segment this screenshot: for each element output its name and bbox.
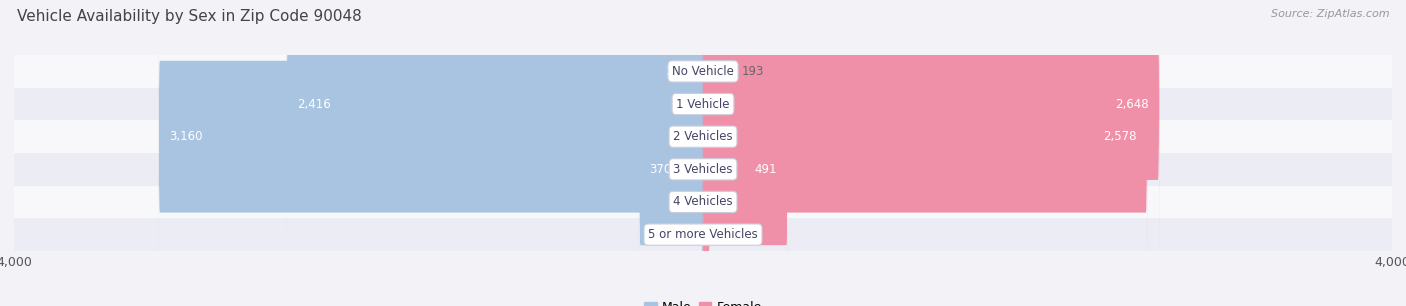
Text: 36: 36 bbox=[714, 228, 730, 241]
Text: 280: 280 bbox=[665, 65, 688, 78]
FancyBboxPatch shape bbox=[654, 0, 703, 257]
Text: 2,648: 2,648 bbox=[1115, 98, 1149, 110]
Text: No Vehicle: No Vehicle bbox=[672, 65, 734, 78]
FancyBboxPatch shape bbox=[703, 0, 737, 257]
FancyBboxPatch shape bbox=[703, 0, 787, 306]
Text: 0: 0 bbox=[709, 196, 716, 208]
Bar bbox=[14, 153, 1392, 186]
Text: Vehicle Availability by Sex in Zip Code 90048: Vehicle Availability by Sex in Zip Code … bbox=[17, 9, 361, 24]
Text: 370: 370 bbox=[650, 163, 672, 176]
Bar bbox=[14, 88, 1392, 120]
Bar bbox=[14, 120, 1392, 153]
Legend: Male, Female: Male, Female bbox=[640, 296, 766, 306]
Text: 1 Vehicle: 1 Vehicle bbox=[676, 98, 730, 110]
FancyBboxPatch shape bbox=[703, 0, 1160, 289]
Text: 3 Vehicles: 3 Vehicles bbox=[673, 163, 733, 176]
Text: 3,160: 3,160 bbox=[169, 130, 202, 143]
Text: 2 Vehicles: 2 Vehicles bbox=[673, 130, 733, 143]
Text: 4 Vehicles: 4 Vehicles bbox=[673, 196, 733, 208]
FancyBboxPatch shape bbox=[703, 0, 1147, 306]
FancyBboxPatch shape bbox=[702, 17, 703, 306]
Text: 491: 491 bbox=[755, 163, 778, 176]
FancyBboxPatch shape bbox=[159, 0, 703, 306]
Text: 2,416: 2,416 bbox=[297, 98, 330, 110]
FancyBboxPatch shape bbox=[287, 0, 703, 289]
Bar bbox=[14, 55, 1392, 88]
Text: 0: 0 bbox=[690, 228, 697, 241]
Text: 9: 9 bbox=[689, 196, 696, 208]
Text: 5 or more Vehicles: 5 or more Vehicles bbox=[648, 228, 758, 241]
Text: Source: ZipAtlas.com: Source: ZipAtlas.com bbox=[1271, 9, 1389, 19]
Bar bbox=[14, 218, 1392, 251]
FancyBboxPatch shape bbox=[638, 0, 703, 306]
Bar bbox=[14, 186, 1392, 218]
Text: 2,578: 2,578 bbox=[1104, 130, 1136, 143]
FancyBboxPatch shape bbox=[703, 49, 710, 306]
Text: 193: 193 bbox=[741, 65, 763, 78]
